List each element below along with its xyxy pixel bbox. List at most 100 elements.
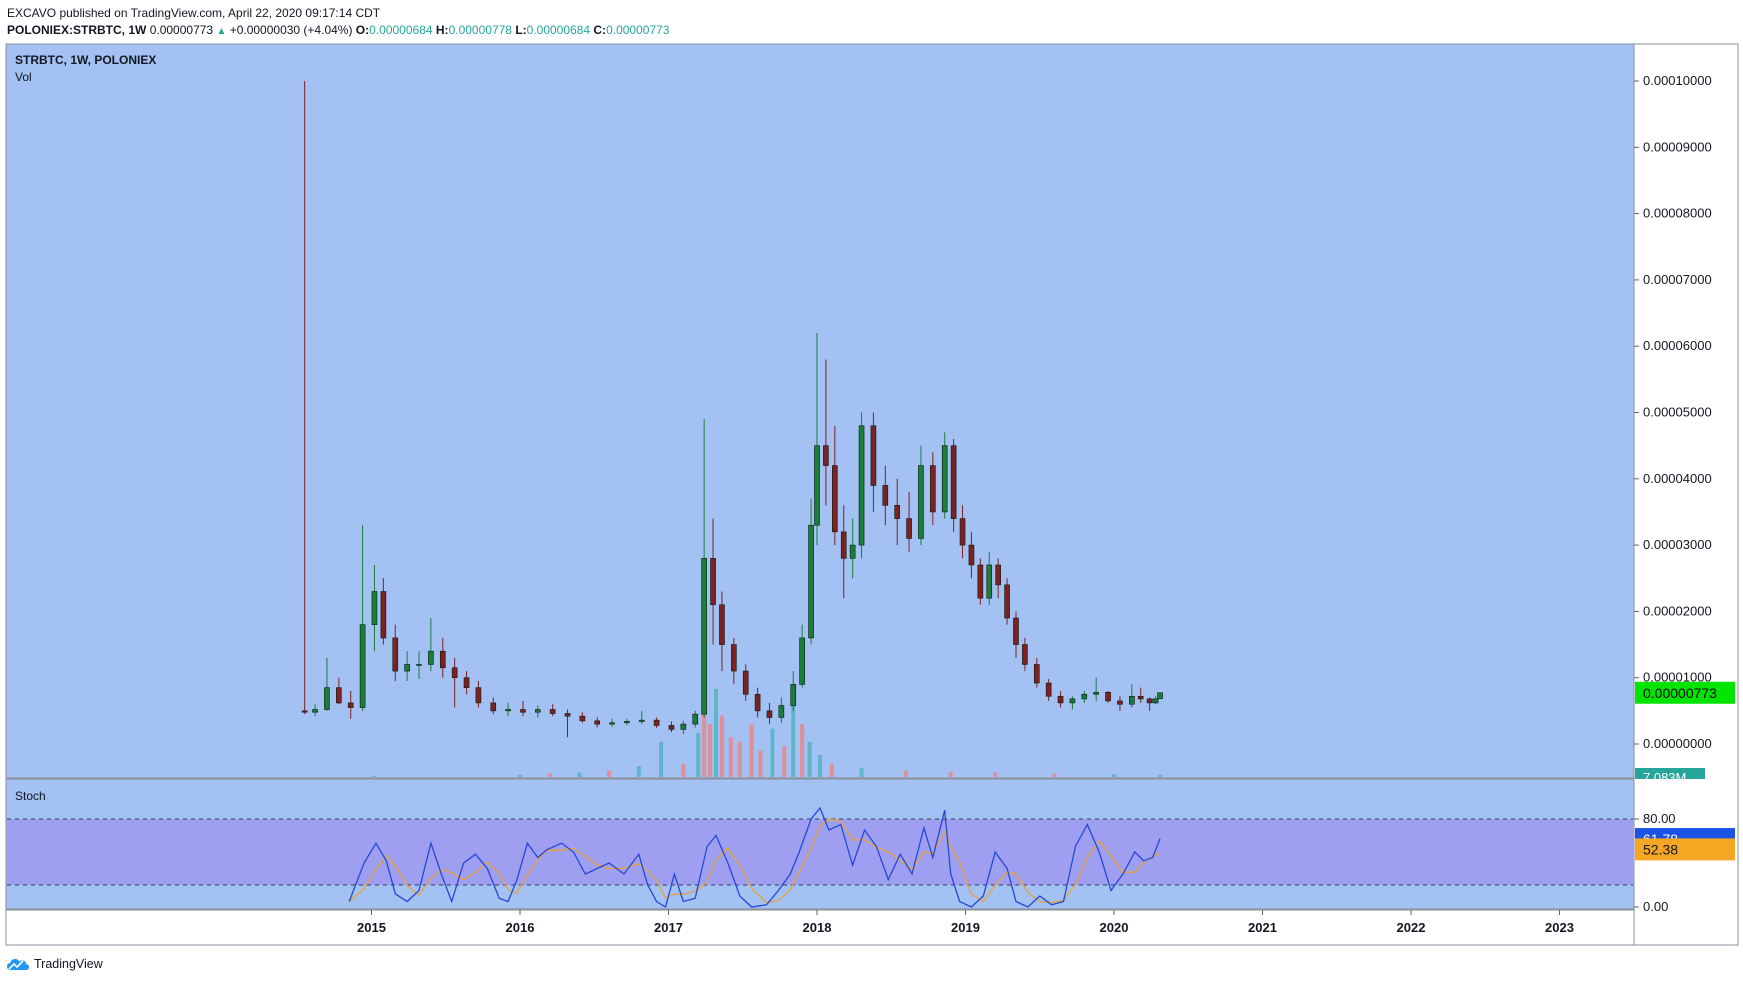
time-tick-label: 2022 — [1397, 920, 1426, 935]
candle-body — [653, 719, 660, 726]
price-axis-area[interactable] — [1633, 43, 1739, 946]
candle-body — [392, 637, 399, 672]
candle-body — [463, 677, 470, 688]
brand-name: TradingView — [34, 957, 103, 971]
symbol-ohlc-line: POLONIEX:STRBTC, 1W 0.00000773 ▲ +0.0000… — [7, 23, 669, 37]
price-tick-label: 0.00007000 — [1643, 272, 1712, 287]
candle-body — [520, 709, 526, 713]
volume-bar — [782, 746, 787, 777]
candle-body — [790, 684, 797, 706]
stoch-k-line — [348, 806, 1161, 909]
volume-bar — [518, 774, 522, 777]
candle-body — [754, 693, 761, 712]
candle-body — [416, 664, 422, 666]
time-axis-area[interactable] — [5, 909, 1635, 946]
candle-body — [535, 709, 541, 713]
stoch-d-line — [348, 818, 1161, 904]
candle-body — [439, 650, 446, 669]
volume-bar — [659, 741, 664, 777]
candle-body — [1013, 617, 1019, 645]
candle-body — [701, 558, 707, 715]
time-tick-label: 2018 — [803, 920, 832, 935]
volume-bar — [681, 763, 686, 777]
publisher-line: EXCAVO published on TradingView.com, Apr… — [7, 6, 381, 20]
candle-body — [1045, 682, 1052, 697]
candle-body — [995, 564, 1001, 586]
candle-body — [609, 722, 615, 725]
candle-body — [977, 564, 984, 599]
price-tick-label: 0.00001000 — [1643, 670, 1712, 685]
volume-bar — [904, 770, 909, 777]
time-axis-ticks: 2015 2016 2017 2018 2019 2020 2021 2022 2023 — [357, 910, 1574, 935]
price-tick-label: 0.00005000 — [1643, 405, 1712, 420]
volume-bar — [829, 763, 834, 777]
candle-body — [1129, 695, 1135, 705]
candle-body — [1081, 693, 1088, 700]
volume-bar — [1112, 774, 1116, 777]
change-value: +0.00000030 (+4.04%) — [229, 23, 353, 37]
candle-body — [1117, 700, 1123, 705]
candle-body — [336, 687, 342, 704]
volume-bar — [1052, 773, 1057, 777]
open-label: O: — [355, 23, 370, 37]
stoch-d-tag-bg — [1635, 838, 1735, 861]
candle-body — [380, 591, 387, 639]
candle-body — [1033, 664, 1040, 684]
candle-body — [1093, 691, 1099, 695]
last-price-tag: 0.00000773 — [1643, 685, 1717, 701]
candle-body — [941, 445, 948, 513]
symbol-label[interactable]: POLONIEX:STRBTC, 1W — [7, 23, 147, 37]
candle-body — [1157, 692, 1163, 699]
tradingview-logo[interactable]: TradingView — [6, 956, 103, 972]
stoch-band — [7, 819, 1633, 885]
candle-body — [564, 713, 571, 717]
candle-body — [742, 670, 749, 695]
tradingview-cloud-icon — [7, 959, 29, 970]
last-price: 0.00000773 — [149, 23, 214, 37]
volume-bar — [714, 689, 719, 777]
last-price-tag-bg — [1635, 681, 1735, 704]
stoch-legend[interactable]: Stoch — [15, 789, 46, 803]
candle-body — [1004, 584, 1010, 619]
price-tick-label: 0.00002000 — [1643, 603, 1712, 618]
candle-body — [324, 687, 330, 710]
candle-body — [840, 531, 847, 559]
close-label: C: — [593, 23, 607, 37]
main-legend-title[interactable]: STRBTC, 1W, POLONIEX — [15, 53, 156, 67]
candle-body — [823, 445, 829, 466]
stoch-tick-label: 0.00 — [1643, 899, 1668, 914]
volume-legend[interactable]: Vol — [15, 70, 32, 84]
candle-body — [692, 713, 699, 725]
candle-body — [359, 624, 366, 708]
axis-cover — [1635, 779, 1737, 791]
candle-body — [832, 465, 838, 533]
candle-body — [594, 720, 601, 725]
candle-body — [849, 544, 856, 559]
volume-bar — [1158, 774, 1163, 777]
candle-body — [1146, 698, 1153, 704]
candle-body — [680, 723, 687, 730]
volume-bar — [719, 715, 724, 777]
main-pane[interactable] — [5, 43, 1635, 779]
price-tick-label: 0.00010000 — [1643, 73, 1712, 88]
candle-body — [719, 604, 725, 645]
price-tick-label: 0.00003000 — [1643, 537, 1712, 552]
stoch-d-tag: 52.38 — [1643, 841, 1678, 857]
candle-body — [930, 465, 936, 513]
candle-body — [301, 710, 308, 713]
candle-body — [986, 564, 993, 599]
price-axis-ticks: 0.00010000 0.00009000 0.00008000 0.00007000… — [1634, 73, 1712, 914]
candle-body — [870, 425, 877, 486]
candle-body — [549, 709, 556, 714]
time-tick-label: 2017 — [654, 920, 683, 935]
candle-body — [1152, 698, 1159, 704]
candle-body — [579, 715, 586, 722]
low-label: L: — [515, 23, 527, 37]
time-tick-label: 2016 — [506, 920, 535, 935]
high-value: 0.00000778 — [448, 23, 512, 37]
candle-body — [1069, 698, 1076, 704]
volume-bar — [807, 741, 812, 777]
candle-body — [968, 544, 975, 566]
